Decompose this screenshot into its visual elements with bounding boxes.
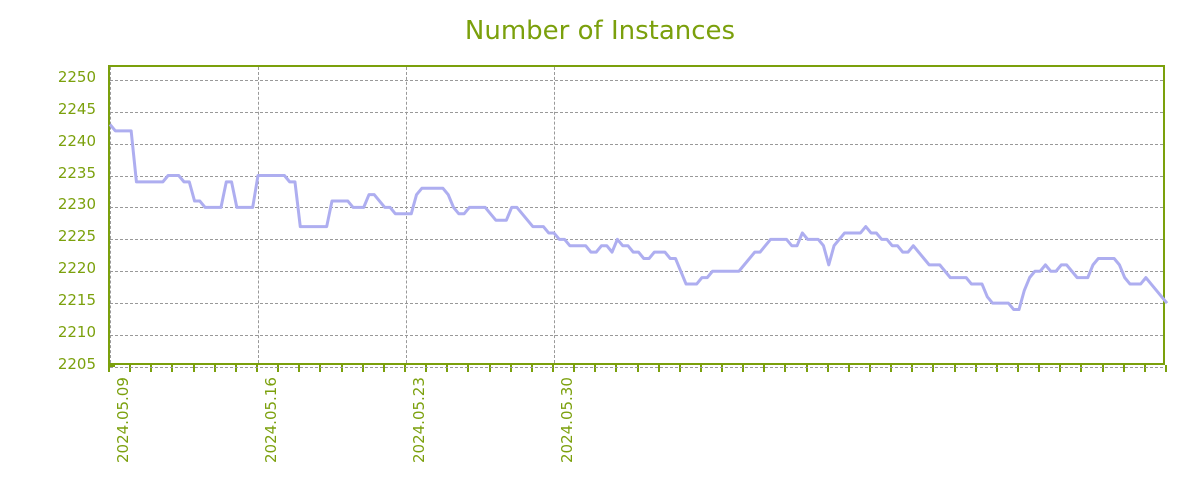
x-tick-mark [255,365,258,372]
y-tick-label: 2205 [57,355,96,373]
x-tick-mark [615,365,618,372]
series-layer [108,123,1169,312]
chart-title: Number of Instances [464,16,736,46]
x-tick-mark [573,365,576,372]
y-tick-label: 2230 [57,195,96,214]
y-tick-label: 2215 [57,291,96,310]
x-tick-mark [277,365,280,372]
x-tick-mark [319,365,322,372]
x-gridline [110,67,111,363]
x-tick-mark [699,365,702,372]
series-line-number-of-instances [108,123,1169,312]
y-gridline [110,303,1163,305]
x-tick-mark [530,365,533,372]
y-gridline [110,335,1163,337]
y-gridline [110,175,1163,177]
x-tick-mark [1101,365,1104,372]
x-tick-mark [171,365,174,372]
x-tick-mark [1059,365,1062,372]
y-tick-label: 2235 [57,163,96,182]
x-tick-mark [869,365,872,372]
x-tick-mark [826,365,829,372]
x-tick-mark [467,365,470,372]
x-tick-mark [446,365,449,372]
x-tick-mark [784,365,787,372]
x-tick-mark [1017,365,1020,372]
x-tick-mark [995,365,998,372]
x-tick-mark [721,365,724,372]
y-gridline [110,111,1163,113]
y-tick-label: 2250 [57,67,96,86]
x-tick-mark [425,365,428,372]
x-tick-label: 2024.05.16 [261,377,280,463]
y-gridline [110,367,1163,368]
x-tick-mark [1080,365,1083,372]
y-gridline [110,143,1163,145]
x-tick-mark [192,365,195,372]
x-tick-mark [636,365,639,372]
y-tick-label: 2210 [57,323,96,342]
y-gridline [110,271,1163,273]
y-tick-mark [108,365,115,367]
x-tick-mark [108,365,110,372]
x-tick-mark [890,365,893,372]
x-tick-mark [953,365,956,372]
x-tick-mark [932,365,935,372]
x-tick-mark [1143,365,1146,372]
y-tick-label: 2220 [57,259,96,278]
y-gridline [110,79,1163,81]
x-tick-mark [509,365,512,372]
x-tick-mark [361,365,364,372]
x-tick-mark [1122,365,1125,372]
x-tick-mark [551,365,554,372]
y-tick-label: 2245 [57,99,96,118]
x-tick-mark [742,365,745,372]
x-tick-mark [150,365,153,372]
x-tick-mark [763,365,766,372]
y-tick-label: 2240 [57,131,96,150]
x-tick-mark [1165,365,1167,372]
y-gridline [110,239,1163,241]
x-tick-mark [340,365,343,372]
x-tick-mark [678,365,681,372]
x-tick-label: 2024.05.23 [409,377,428,463]
x-tick-mark [382,365,385,372]
x-tick-mark [129,365,132,372]
x-tick-mark [974,365,977,372]
plot-area [108,65,1169,368]
x-gridline [257,67,259,363]
x-tick-mark [1038,365,1041,372]
x-tick-mark [234,365,237,372]
x-tick-mark [911,365,914,372]
x-tick-mark [847,365,850,372]
x-tick-label: 2024.05.09 [114,377,132,463]
x-tick-mark [298,365,301,372]
x-tick-mark [805,365,808,372]
x-tick-mark [213,365,216,372]
x-tick-mark [657,365,660,372]
x-gridline [553,67,555,363]
x-tick-label: 2024.05.30 [557,377,576,463]
x-tick-mark [594,365,597,372]
y-gridline [110,207,1163,209]
x-tick-mark [488,365,491,372]
x-tick-mark [403,365,406,372]
y-tick-label: 2225 [57,227,96,246]
